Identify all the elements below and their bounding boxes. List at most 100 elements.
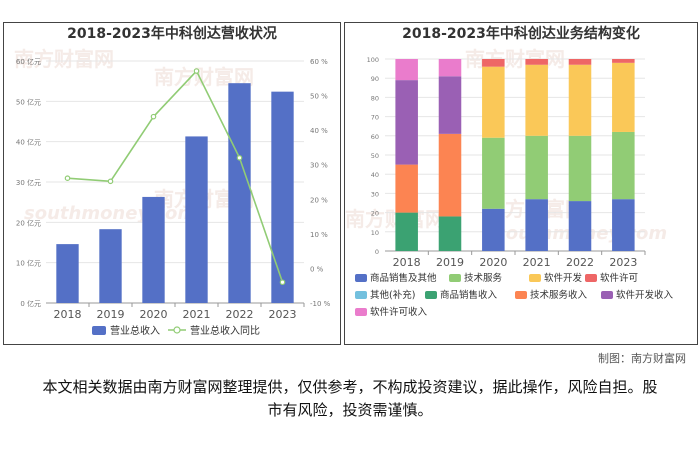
structure-chart-panel: 南方财富网 南方财富网 南方财富网 southmoney.com 2018-20… xyxy=(344,22,698,345)
y-tick-label-right: 20 % xyxy=(310,196,328,204)
y-tick-label-left: 20 亿元 xyxy=(16,218,41,227)
bar-segment xyxy=(482,137,505,209)
legend-label: 商品销售及其他 xyxy=(370,272,437,284)
legend-swatch xyxy=(92,326,106,335)
x-tick-label: 2020 xyxy=(140,308,168,321)
bar-segment xyxy=(395,59,418,81)
bar-segment xyxy=(525,64,548,136)
bar-segment xyxy=(395,164,418,213)
legend-swatch xyxy=(601,291,613,299)
x-tick-label: 2022 xyxy=(566,256,594,269)
legend-swatch xyxy=(425,291,437,299)
y-tick-label: 10 xyxy=(371,229,379,237)
x-tick-label: 2020 xyxy=(479,256,507,269)
bar-segment xyxy=(612,199,635,251)
y-tick-label: 30 xyxy=(371,190,379,198)
legend-swatch xyxy=(585,274,597,282)
chart-title: 2018-2023年中科创达业务结构变化 xyxy=(402,26,640,42)
x-tick-label: 2019 xyxy=(436,256,464,269)
y-tick-label: 50 xyxy=(371,152,379,160)
bar xyxy=(228,83,251,303)
y-tick-label: 80 xyxy=(371,94,379,102)
y-tick-label-left: 10 亿元 xyxy=(16,259,41,268)
disclaimer-text: 本文相关数据由南方财富网整理提供，仅供参考，不构成投资建议，据此操作，风险自担。… xyxy=(42,378,658,419)
bar-segment xyxy=(568,59,592,65)
legend-label: 营业总收入 xyxy=(110,324,160,337)
y-tick-label-right: 40 % xyxy=(310,127,328,135)
bar-segment xyxy=(438,76,462,134)
bar-segment xyxy=(525,135,548,200)
bar-segment xyxy=(482,66,505,138)
revenue-chart: 0 亿元 10 亿元 20 亿元 30 亿元 40 亿元 50 亿元 60 亿元 -10 % 0… xyxy=(16,57,331,337)
y-tick-label-right: 60 % xyxy=(310,58,328,66)
line-point xyxy=(279,279,286,286)
credit-label: 制图：南方财富网 xyxy=(598,352,686,365)
legend-label: 软件开发 xyxy=(544,272,583,284)
y-tick-label: 40 xyxy=(371,171,379,179)
x-tick-label: 2023 xyxy=(269,308,297,321)
bar-segment xyxy=(438,133,462,217)
legend-swatch xyxy=(515,291,527,299)
chart-title: 2018-2023年中科创达营收状况 xyxy=(67,26,277,42)
bar xyxy=(99,229,122,303)
y-tick-label-right: 30 % xyxy=(310,162,328,170)
structure-chart: 0 10 20 30 40 50 60 70 80 90 100 2018 2019 2020 2021 20… xyxy=(355,56,674,318)
y-tick-label: 100 xyxy=(367,56,379,64)
bar-segment xyxy=(568,135,592,202)
x-tick-label: 2022 xyxy=(226,308,254,321)
bar-segment xyxy=(525,199,548,251)
bar-segment xyxy=(438,216,462,251)
y-tick-label: 0 xyxy=(375,248,379,256)
bar xyxy=(185,136,208,303)
line-point xyxy=(236,155,243,161)
legend-label: 商品销售收入 xyxy=(440,289,498,301)
x-tick-label: 2019 xyxy=(97,308,125,321)
legend-label: 软件许可收入 xyxy=(370,306,428,318)
bar-segment xyxy=(395,212,418,251)
bar xyxy=(271,91,294,303)
y-tick-label-left: 30 亿元 xyxy=(16,178,41,187)
watermark-text: 南方财富网 xyxy=(14,47,114,71)
legend-label: 营业总收入同比 xyxy=(190,324,260,337)
legend-swatch xyxy=(355,274,367,282)
series-line xyxy=(67,69,284,283)
legend-label: 技术服务收入 xyxy=(530,289,588,301)
x-tick-label: 2018 xyxy=(54,308,82,321)
bar-segment xyxy=(568,64,592,136)
y-tick-label-right: 10 % xyxy=(310,231,328,239)
y-tick-label: 60 xyxy=(371,133,379,141)
y-tick-label-right: 50 % xyxy=(310,93,328,101)
bar-segment xyxy=(395,80,418,165)
bar-segment xyxy=(438,59,462,77)
legend-swatch xyxy=(173,326,181,334)
legend-label: 其他(补充) xyxy=(370,289,415,301)
line-point xyxy=(107,178,114,185)
revenue-chart-panel: 南方财富网 南方财富网 南方财富网 southmoney.com 2018-20… xyxy=(3,22,341,345)
bar xyxy=(56,244,79,303)
watermark-text: 南方财富网 xyxy=(345,207,445,231)
legend-label: 技术服务 xyxy=(464,272,503,284)
legend-label: 软件许可 xyxy=(600,272,638,284)
y-tick-label: 90 xyxy=(371,75,379,83)
legend-swatch xyxy=(529,274,541,282)
legend-swatch xyxy=(355,308,367,316)
bar-segment xyxy=(482,59,505,67)
line-point xyxy=(193,68,200,74)
bar xyxy=(142,196,165,303)
bar-segment xyxy=(482,208,505,251)
bar-segment xyxy=(612,62,635,132)
bar-segment xyxy=(612,59,635,63)
line-point xyxy=(150,113,157,120)
x-tick-label: 2023 xyxy=(609,256,637,269)
x-tick-label: 2018 xyxy=(393,256,421,269)
y-tick-label-right: -10 % xyxy=(310,300,331,308)
y-tick-label-left: 0 亿元 xyxy=(20,299,41,308)
x-tick-label: 2021 xyxy=(183,308,211,321)
x-tick-label: 2021 xyxy=(523,256,551,269)
legend-swatch xyxy=(355,291,367,299)
legend-label: 软件开发收入 xyxy=(616,289,674,301)
y-tick-label: 20 xyxy=(371,210,379,218)
bar-segment xyxy=(525,59,548,65)
y-tick-label-left: 40 亿元 xyxy=(16,138,41,147)
y-tick-label-left: 50 亿元 xyxy=(16,97,41,106)
